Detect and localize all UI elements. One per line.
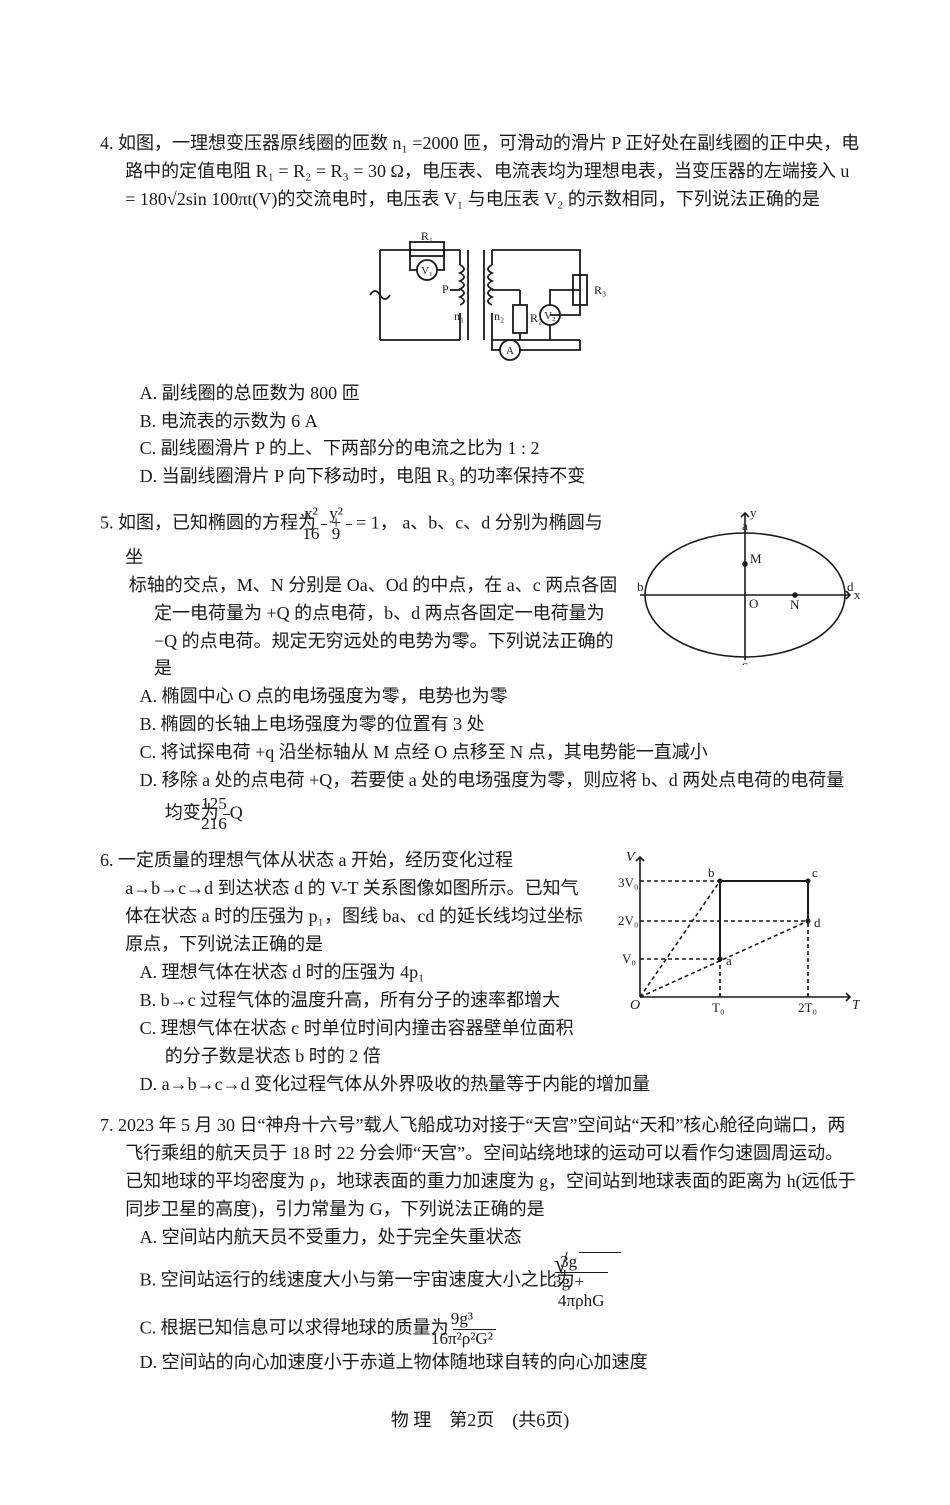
svg-text:c: c — [742, 657, 748, 665]
svg-text:d: d — [814, 915, 821, 930]
q5-optA: A. 椭圆中心 O 点的电场强度为零，电势也为零 — [140, 683, 860, 711]
svg-text:R₃: R₃ — [594, 283, 606, 297]
q4-options: A. 副线圈的总匝数为 800 匝 B. 电流表的示数为 6 A C. 副线圈滑… — [140, 380, 860, 492]
q6-number: 6. — [100, 850, 114, 870]
svg-text:M: M — [750, 551, 762, 566]
svg-text:R₁: R₁ — [421, 229, 433, 243]
q5-optD: D. 移除 a 处的点电荷 +Q，若要使 a 处的电场强度为零，则应将 b、d … — [140, 767, 860, 833]
q5-optB: B. 椭圆的长轴上电场强度为零的位置有 3 处 — [140, 711, 860, 739]
q4-optB: B. 电流表的示数为 6 A — [140, 408, 860, 436]
q5-figure: x y O a b c d M N — [630, 505, 860, 665]
svg-text:b: b — [637, 579, 644, 594]
q7-optA: A. 空间站内航天员不受重力，处于完全失重状态 — [140, 1224, 860, 1252]
svg-text:b: b — [708, 865, 715, 880]
svg-text:P: P — [442, 282, 449, 296]
svg-text:x: x — [854, 587, 860, 602]
page-footer: 物 理 第2页 (共6页) — [100, 1407, 860, 1435]
q5-options: A. 椭圆中心 O 点的电场强度为零，电势也为零 B. 椭圆的长轴上电场强度为零… — [140, 683, 860, 833]
q4-number: 4. — [100, 133, 114, 153]
q5-number: 5. — [100, 513, 114, 533]
svg-text:T₀: T₀ — [712, 1000, 724, 1015]
q4-stem: 4. 如图，一理想变压器原线圈的匝数 n₁ =2000 匝，可滑动的滑片 P 正… — [100, 130, 860, 214]
svg-text:n₂: n₂ — [494, 309, 504, 323]
q7-optB: B. 空间站运行的线速度大小与第一宇宙速度大小之比为 √ 3g3g + 4πρh… — [140, 1252, 860, 1310]
exam-page: 4. 如图，一理想变压器原线圈的匝数 n₁ =2000 匝，可滑动的滑片 P 正… — [0, 0, 950, 1505]
q5-optC: C. 将试探电荷 +q 沿坐标轴从 M 点经 O 点移至 N 点，其电势能一直减… — [140, 739, 860, 767]
sqrt-icon: √ 3g3g + 4πρhG — [579, 1252, 621, 1310]
svg-text:V₂: V₂ — [544, 310, 556, 322]
svg-text:d: d — [847, 579, 854, 594]
svg-text:O: O — [630, 998, 640, 1013]
svg-text:A: A — [506, 345, 514, 357]
svg-text:y: y — [750, 505, 757, 520]
q4-figure: R₁ V₁ n₁ P n₂ R₃ — [350, 220, 610, 370]
svg-text:V: V — [626, 850, 636, 865]
svg-text:3V₀: 3V₀ — [618, 875, 638, 890]
q7-options: A. 空间站内航天员不受重力，处于完全失重状态 B. 空间站运行的线速度大小与第… — [140, 1224, 860, 1377]
q4-text: 如图，一理想变压器原线圈的匝数 n₁ =2000 匝，可滑动的滑片 P 正好处在… — [118, 133, 859, 209]
question-4: 4. 如图，一理想变压器原线圈的匝数 n₁ =2000 匝，可滑动的滑片 P 正… — [100, 130, 860, 491]
svg-text:T: T — [852, 998, 860, 1013]
svg-text:O: O — [749, 596, 758, 611]
q7-number: 7. — [100, 1115, 114, 1135]
svg-text:2V₀: 2V₀ — [618, 913, 638, 928]
q4-optC: C. 副线圈滑片 P 的上、下两部分的电流之比为 1 : 2 — [140, 435, 860, 463]
svg-text:V₁: V₁ — [421, 265, 433, 277]
svg-text:V₀: V₀ — [622, 951, 636, 966]
frac-y2-9: y²9 — [346, 505, 352, 544]
svg-text:a: a — [742, 518, 748, 533]
q4-optA: A. 副线圈的总匝数为 800 匝 — [140, 380, 860, 408]
question-5: x y O a b c d M N 5. 如图，已知椭圆的方程为 x²16 + … — [100, 505, 860, 833]
q7-stem: 7. 2023 年 5 月 30 日“神舟十六号”载人飞船成功对接于“天宫”空间… — [100, 1112, 860, 1224]
q7-optD: D. 空间站的向心加速度小于赤道上物体随地球自转的向心加速度 — [140, 1349, 860, 1377]
question-7: 7. 2023 年 5 月 30 日“神舟十六号”载人飞船成功对接于“天宫”空间… — [100, 1112, 860, 1376]
svg-text:c: c — [812, 865, 818, 880]
svg-text:N: N — [790, 597, 800, 612]
q6-figure: T V O V₀ 2V₀ 3V₀ T₀ 2T₀ — [600, 847, 860, 1022]
q6-optD: D. a→b→c→d 变化过程气体从外界吸收的热量等于内能的增加量 — [140, 1071, 860, 1099]
frac-9g3: 9g³16π²ρ²G² — [453, 1310, 496, 1349]
svg-text:n₁: n₁ — [454, 309, 464, 323]
q6-optC: C. 理想气体在状态 c 时单位时间内撞击容器壁单位面积的分子数是状态 b 时的… — [140, 1015, 860, 1071]
svg-text:a: a — [726, 953, 732, 968]
question-6: T V O V₀ 2V₀ 3V₀ T₀ 2T₀ — [100, 847, 860, 1098]
q4-optD: D. 当副线圈滑片 P 向下移动时，电阻 R₃ 的功率保持不变 — [140, 463, 860, 491]
svg-text:2T₀: 2T₀ — [798, 1000, 817, 1015]
q7-optC: C. 根据已知信息可以求得地球的质量为 9g³16π²ρ²G² — [140, 1310, 860, 1349]
frac-x2-16: x²16 — [321, 505, 327, 544]
